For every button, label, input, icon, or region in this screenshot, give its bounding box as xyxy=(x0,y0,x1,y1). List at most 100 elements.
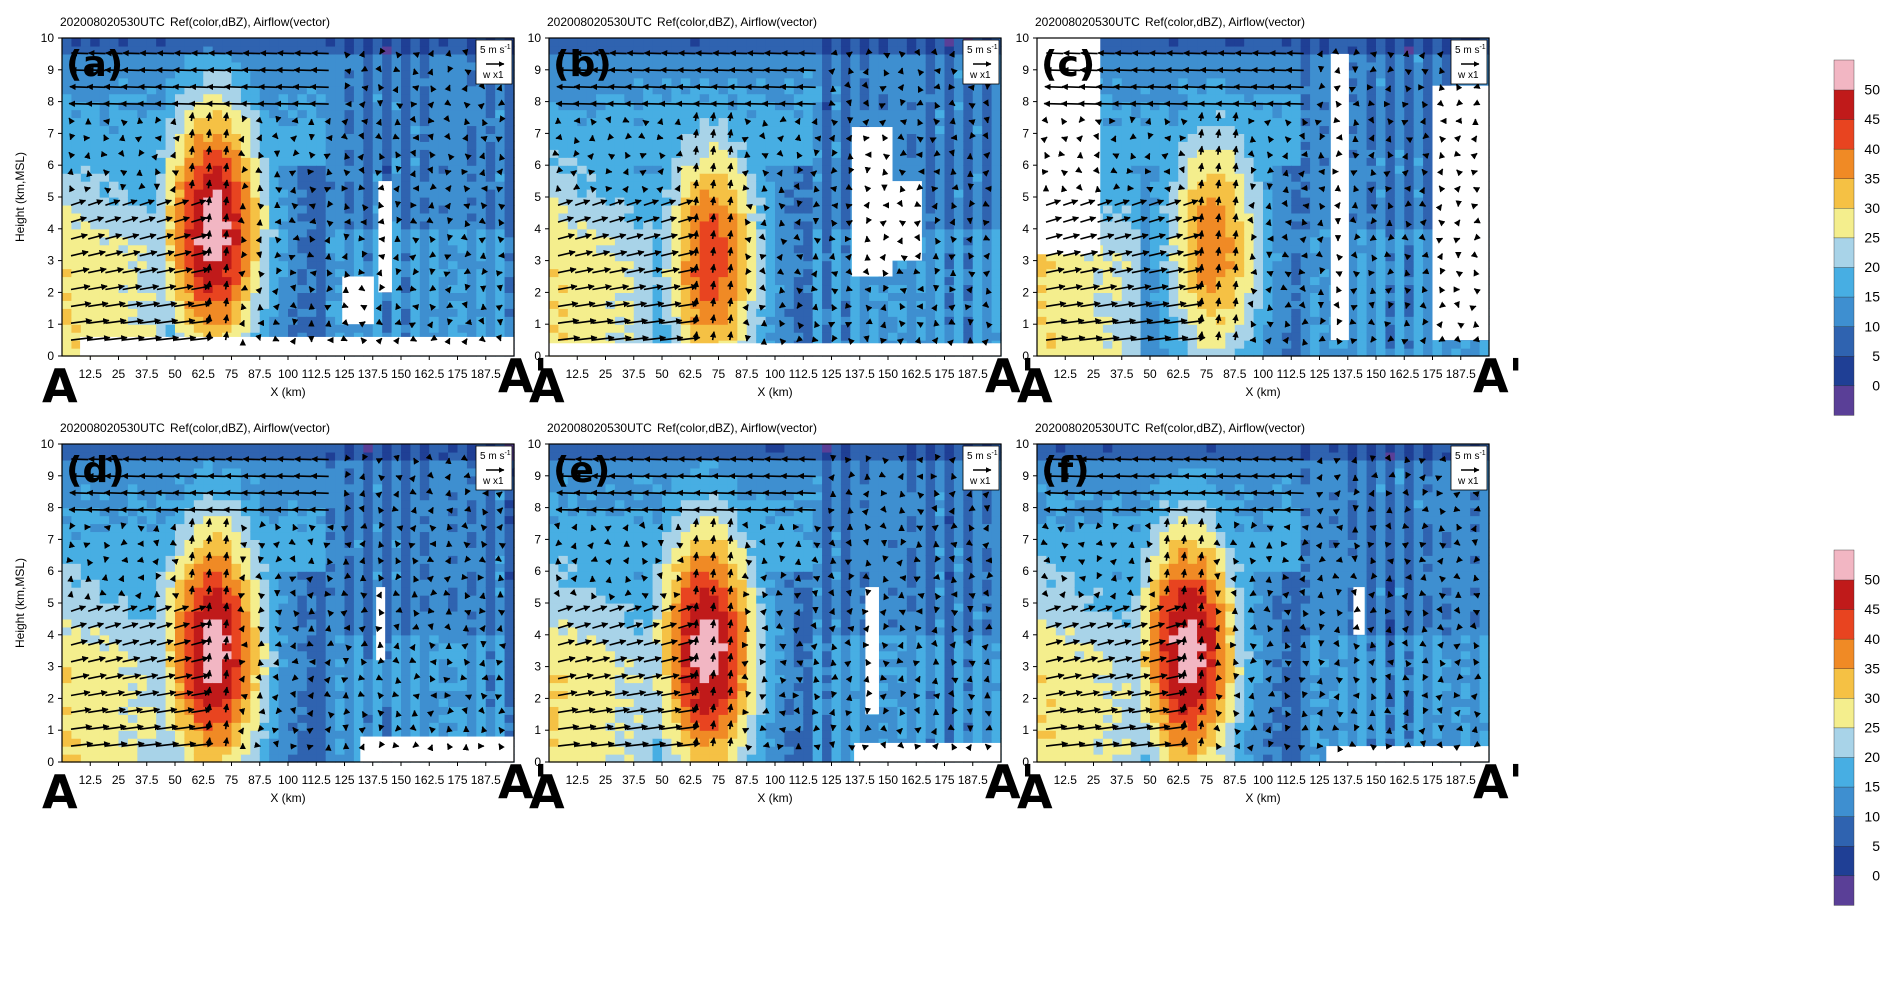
dbz-cell xyxy=(90,220,101,230)
dbz-cell xyxy=(250,300,261,309)
dbz-cell xyxy=(382,45,393,55)
wind-vector xyxy=(120,119,128,127)
wind-vector xyxy=(222,280,230,290)
dbz-cell xyxy=(822,109,833,119)
dbz-cell xyxy=(586,77,597,87)
wind-vector xyxy=(464,250,472,258)
dbz-cell xyxy=(897,308,908,317)
dbz-cell xyxy=(99,181,110,190)
wind-vector xyxy=(916,321,924,329)
dbz-cell xyxy=(718,260,729,270)
dbz-cell xyxy=(476,212,487,222)
dbz-cell xyxy=(953,252,964,262)
dbz-cell xyxy=(137,38,148,47)
wind-vector xyxy=(779,115,787,123)
wind-vector xyxy=(609,318,631,325)
dbz-cell xyxy=(62,181,73,190)
wind-vector xyxy=(323,186,332,193)
dbz-cell xyxy=(558,220,569,230)
dbz-cell xyxy=(476,220,487,230)
dbz-cell xyxy=(596,117,607,127)
dbz-cell xyxy=(549,85,560,95)
dbz-cell xyxy=(118,61,129,71)
dbz-cell xyxy=(231,204,242,214)
dbz-cell xyxy=(662,149,673,158)
dbz-cell xyxy=(316,316,327,325)
dbz-cell xyxy=(175,93,186,103)
dbz-cell xyxy=(812,324,823,333)
dbz-cell xyxy=(756,45,767,55)
dbz-cell xyxy=(146,260,157,270)
dbz-cell xyxy=(709,69,720,79)
dbz-cell xyxy=(859,316,870,325)
wind-vector xyxy=(222,128,230,139)
dbz-cell xyxy=(935,173,946,182)
dbz-cell xyxy=(71,212,82,222)
y-tick-label: 3 xyxy=(534,254,541,268)
dbz-cell xyxy=(775,141,786,150)
wind-vector xyxy=(913,220,921,227)
dbz-cell xyxy=(231,93,242,103)
dbz-cell xyxy=(652,324,663,333)
dbz-cell xyxy=(382,61,393,71)
dbz-cell xyxy=(793,204,804,214)
dbz-cell xyxy=(485,244,496,254)
dbz-cell xyxy=(118,181,129,190)
dbz-cell xyxy=(784,101,795,111)
dbz-cell xyxy=(222,292,233,301)
dbz-cell xyxy=(680,181,691,190)
dbz-cell xyxy=(577,197,588,206)
wind-vector xyxy=(139,249,158,257)
dbz-cell xyxy=(784,45,795,55)
dbz-cell xyxy=(633,165,644,174)
dbz-cell xyxy=(184,260,195,270)
dbz-cell xyxy=(567,173,578,182)
dbz-cell xyxy=(558,173,569,182)
dbz-cell xyxy=(316,268,327,278)
dbz-cell xyxy=(80,77,91,87)
dbz-cell xyxy=(680,173,691,182)
dbz-cell xyxy=(878,324,889,333)
dbz-cell xyxy=(953,332,964,341)
wind-vector xyxy=(173,301,195,308)
dbz-cell xyxy=(109,53,120,63)
dbz-cell xyxy=(448,101,459,111)
dbz-cell xyxy=(840,93,851,103)
dbz-cell xyxy=(71,93,82,103)
dbz-cell xyxy=(784,292,795,301)
dbz-cell xyxy=(71,149,82,158)
dbz-cell xyxy=(504,212,515,222)
dbz-cell xyxy=(765,332,776,341)
dbz-cell xyxy=(586,189,597,198)
wind-vector xyxy=(899,220,907,227)
dbz-cell xyxy=(297,284,308,293)
dbz-cell xyxy=(699,149,710,158)
dbz-cell xyxy=(203,324,214,333)
wind-vector xyxy=(173,66,192,74)
dbz-cell xyxy=(137,133,148,142)
dbz-cell xyxy=(812,45,823,55)
wind-vector xyxy=(643,301,665,308)
dbz-cell xyxy=(62,173,73,182)
dbz-cell xyxy=(963,189,974,198)
dbz-cell xyxy=(727,228,738,238)
dbz-cell xyxy=(558,85,569,95)
dbz-cell xyxy=(71,61,82,71)
dbz-cell xyxy=(982,149,993,158)
wind-vector xyxy=(557,216,575,223)
dbz-cell xyxy=(718,220,729,230)
dbz-cell xyxy=(982,220,993,230)
dbz-cell xyxy=(709,252,720,262)
dbz-cell xyxy=(991,141,1002,150)
dbz-cell xyxy=(869,53,880,63)
dbz-cell xyxy=(756,332,767,341)
dbz-cell xyxy=(316,189,327,198)
dbz-cell xyxy=(850,101,861,111)
dbz-cell xyxy=(419,181,430,190)
dbz-cell xyxy=(549,45,560,55)
dbz-cell xyxy=(671,149,682,158)
dbz-cell xyxy=(165,189,176,198)
dbz-cell xyxy=(429,244,440,254)
dbz-cell xyxy=(709,93,720,103)
dbz-cell xyxy=(306,93,317,103)
